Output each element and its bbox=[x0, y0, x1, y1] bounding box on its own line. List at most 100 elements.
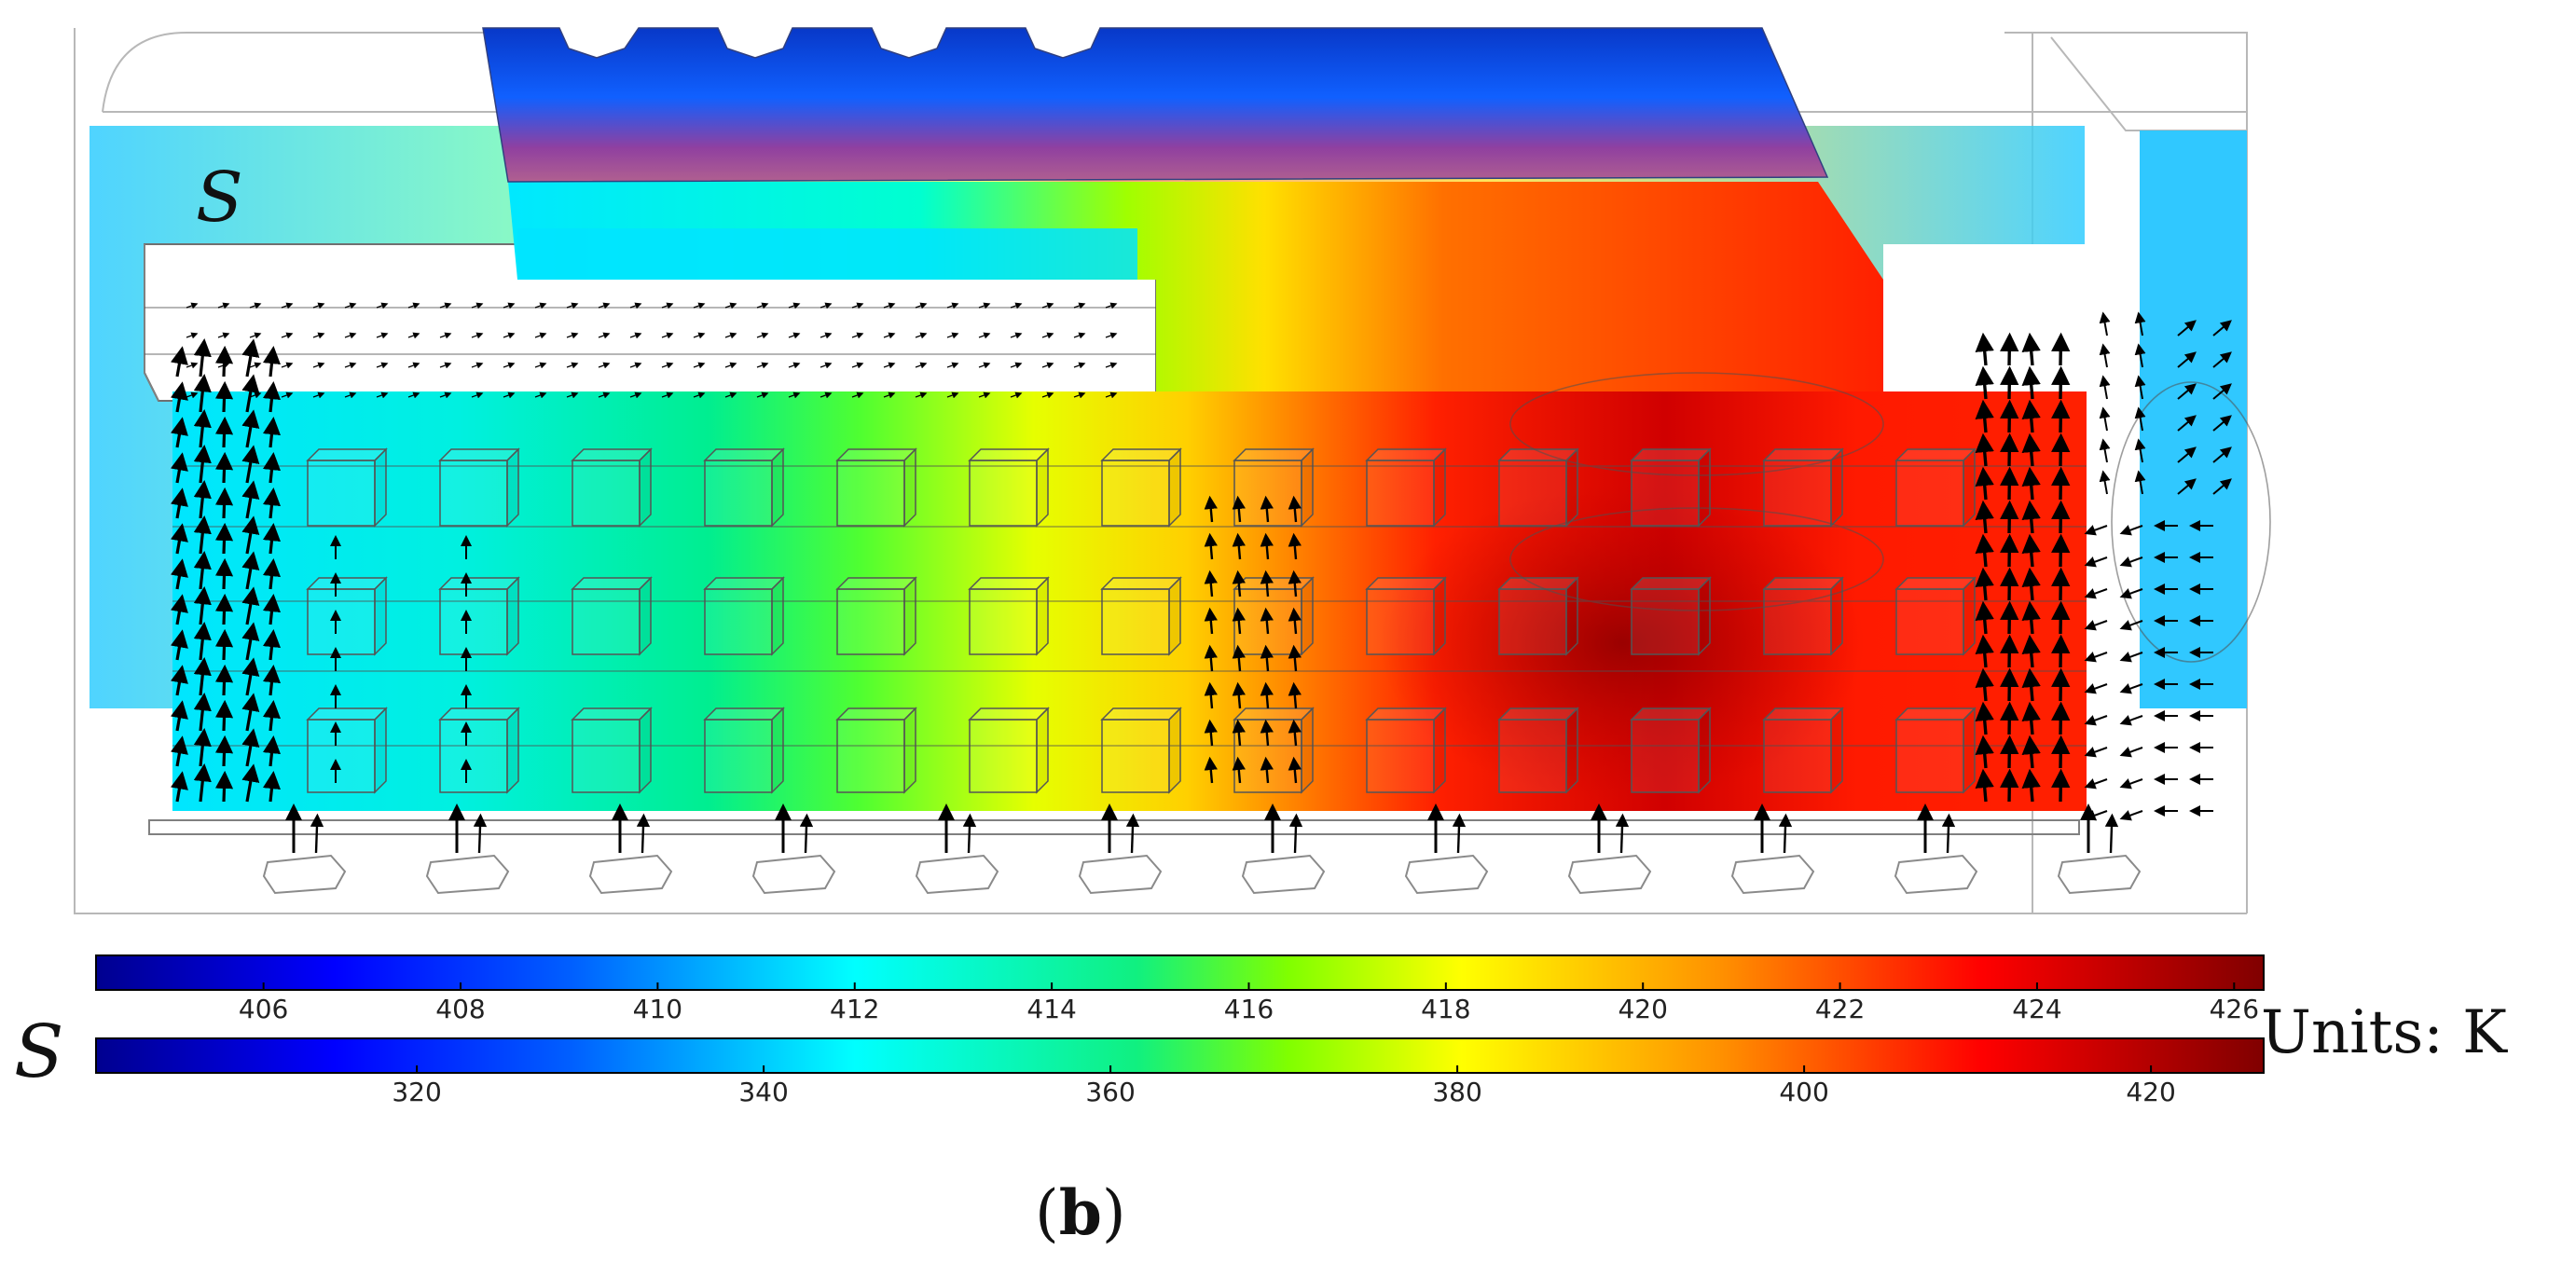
hot-core bbox=[1380, 485, 1865, 802]
colorbar-tick-label: 420 bbox=[1618, 994, 1667, 1024]
velocity-arrow bbox=[241, 657, 260, 696]
velocity-arrow bbox=[1010, 391, 1023, 399]
floor-vents bbox=[148, 819, 2080, 835]
velocity-arrow bbox=[186, 302, 199, 309]
velocity-arrow bbox=[281, 302, 294, 309]
velocity-arrow bbox=[2084, 588, 2108, 599]
velocity-arrow bbox=[2051, 365, 2071, 400]
velocity-arrow bbox=[241, 374, 260, 413]
velocity-arrow bbox=[262, 380, 282, 413]
velocity-arrow bbox=[193, 551, 212, 590]
velocity-arrow bbox=[1260, 719, 1274, 747]
velocity-arrow bbox=[281, 391, 294, 399]
velocity-arrow bbox=[693, 332, 706, 339]
velocity-arrow bbox=[503, 362, 516, 369]
velocity-arrow bbox=[724, 391, 737, 399]
velocity-arrow bbox=[1975, 365, 1994, 400]
velocity-arrow bbox=[407, 391, 420, 399]
velocity-arrow bbox=[1073, 302, 1086, 309]
velocity-arrow bbox=[2051, 533, 2071, 568]
velocity-arrow bbox=[241, 338, 260, 378]
velocity-arrow bbox=[1288, 756, 1302, 784]
component-block bbox=[1497, 707, 1579, 794]
colorbar-lower: 320 340 360 380 400 420 bbox=[95, 1037, 2265, 1107]
velocity-arrow bbox=[1041, 332, 1054, 339]
caption-open: ( bbox=[1035, 1177, 1059, 1249]
velocity-arrow bbox=[1941, 813, 1956, 854]
velocity-arrow bbox=[2021, 399, 2041, 433]
velocity-arrow bbox=[1105, 391, 1118, 399]
velocity-arrow bbox=[2021, 667, 2041, 702]
colorbar-tick-label: 426 bbox=[2210, 994, 2259, 1024]
velocity-arrow bbox=[170, 594, 188, 625]
velocity-arrow bbox=[193, 409, 212, 448]
velocity-arrow bbox=[2051, 399, 2071, 433]
velocity-arrow bbox=[262, 345, 282, 378]
velocity-arrow bbox=[170, 452, 188, 484]
velocity-arrow bbox=[2134, 438, 2146, 463]
velocity-arrow bbox=[471, 362, 484, 369]
velocity-arrow bbox=[2134, 343, 2146, 368]
vent-foot bbox=[588, 854, 673, 895]
component-block bbox=[703, 707, 785, 794]
velocity-arrow bbox=[2177, 383, 2197, 400]
velocity-arrow bbox=[312, 362, 325, 369]
velocity-arrow bbox=[978, 302, 991, 309]
velocity-arrow bbox=[2084, 556, 2108, 568]
velocity-arrow bbox=[241, 693, 260, 732]
velocity-arrow bbox=[193, 763, 212, 803]
velocity-arrow bbox=[214, 735, 234, 767]
component-block bbox=[306, 707, 388, 794]
velocity-arrow bbox=[262, 451, 282, 484]
velocity-arrow bbox=[1010, 302, 1023, 309]
velocity-arrow bbox=[1260, 681, 1274, 709]
velocity-arrow bbox=[241, 728, 260, 767]
component-block bbox=[571, 447, 653, 528]
velocity-arrow bbox=[820, 391, 833, 399]
velocity-arrow bbox=[2099, 406, 2111, 432]
component-block bbox=[1762, 707, 1844, 794]
velocity-arrow bbox=[2051, 667, 2071, 702]
velocity-arrow bbox=[1204, 644, 1218, 672]
velocity-arrow bbox=[1288, 644, 1302, 672]
velocity-arrow bbox=[566, 362, 579, 369]
velocity-arrow bbox=[883, 391, 896, 399]
velocity-arrow bbox=[241, 480, 260, 519]
velocity-arrow bbox=[946, 332, 959, 339]
velocity-arrow bbox=[241, 586, 260, 625]
velocity-arrow bbox=[193, 515, 212, 555]
velocity-arrow bbox=[1232, 495, 1246, 523]
velocity-arrow bbox=[214, 345, 234, 378]
velocity-arrow bbox=[724, 302, 737, 309]
colorbar-tick-label: 320 bbox=[392, 1077, 441, 1107]
velocity-arrow bbox=[312, 332, 325, 339]
velocity-arrow bbox=[1288, 607, 1302, 635]
component-block bbox=[1630, 707, 1712, 794]
velocity-arrow bbox=[186, 362, 199, 369]
velocity-arrow bbox=[2000, 600, 2019, 635]
vent-foot bbox=[751, 854, 836, 895]
velocity-arrow bbox=[1204, 681, 1218, 709]
velocity-arrow bbox=[471, 391, 484, 399]
velocity-arrow bbox=[1452, 813, 1467, 854]
colorbar-tick-label: 416 bbox=[1224, 994, 1274, 1024]
velocity-arrow bbox=[2051, 332, 2071, 366]
velocity-arrow bbox=[2119, 683, 2143, 694]
flow-contours bbox=[145, 307, 2271, 747]
velocity-arrow bbox=[693, 391, 706, 399]
velocity-arrow bbox=[2119, 525, 2143, 536]
velocity-arrow bbox=[851, 332, 864, 339]
velocity-arrow bbox=[2000, 567, 2019, 601]
velocity-arrow bbox=[312, 302, 325, 309]
velocity-arrow bbox=[2084, 525, 2108, 536]
velocity-arrow bbox=[2177, 320, 2197, 336]
colorbar-upper-ticks: 406 408 410 412 414 416 418 420 422 424 426 bbox=[239, 982, 2259, 1024]
velocity-arrow bbox=[407, 362, 420, 369]
component-block bbox=[438, 576, 520, 656]
velocity-arrow bbox=[598, 302, 611, 309]
velocity-arrow bbox=[170, 771, 188, 803]
velocity-arrow bbox=[915, 362, 928, 369]
velocity-arrow bbox=[193, 480, 212, 519]
velocity-arrow bbox=[1232, 570, 1246, 597]
velocity-arrow bbox=[2051, 701, 2071, 735]
